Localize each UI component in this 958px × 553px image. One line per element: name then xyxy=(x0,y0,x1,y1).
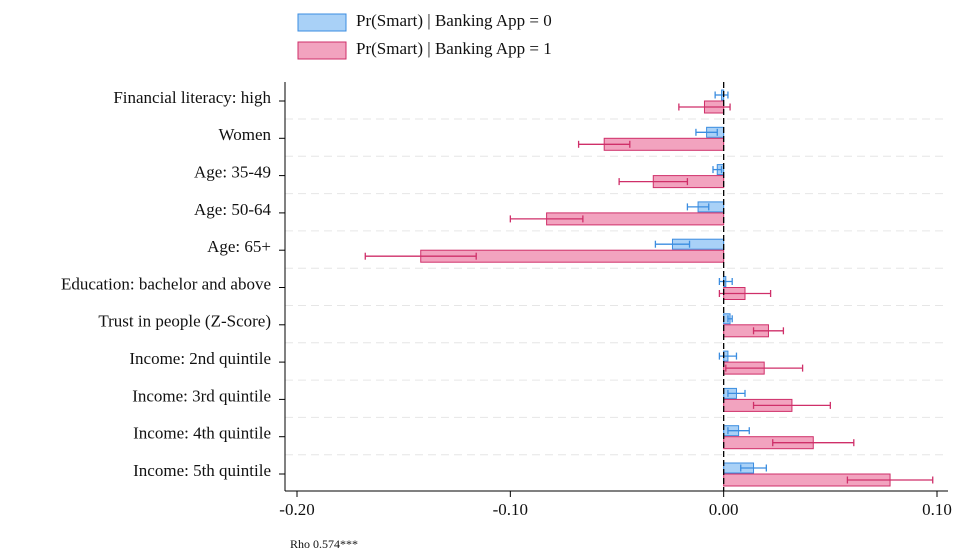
y-tick-label: Women xyxy=(219,125,272,144)
error-bar xyxy=(752,401,831,409)
error-bar xyxy=(727,389,746,397)
y-tick-label: Education: bachelor and above xyxy=(61,274,271,293)
error-bar xyxy=(740,464,767,472)
error-bar xyxy=(718,352,738,360)
legend-swatch xyxy=(297,41,347,60)
error-bar xyxy=(752,327,785,335)
x-tick-label: 0.00 xyxy=(709,500,739,519)
error-bar xyxy=(712,166,723,174)
x-tick-label: 0.10 xyxy=(922,500,952,519)
y-tick-label: Financial literacy: high xyxy=(113,88,271,107)
x-tick-label: -0.20 xyxy=(279,500,314,519)
error-bar xyxy=(772,439,855,447)
error-bar xyxy=(686,203,710,211)
y-tick-label: Income: 2nd quintile xyxy=(129,349,271,368)
legend-swatch xyxy=(297,13,347,32)
error-bar xyxy=(577,140,631,148)
legend-label: Pr(Smart) | Banking App = 0 xyxy=(356,11,552,30)
y-tick-label: Age: 35-49 xyxy=(194,163,271,182)
error-bar xyxy=(695,128,718,136)
y-tick-label: Income: 3rd quintile xyxy=(132,386,271,405)
y-tick-label: Income: 5th quintile xyxy=(133,461,271,480)
y-tick-label: Age: 50-64 xyxy=(194,200,271,219)
error-bar xyxy=(654,240,691,248)
error-bar xyxy=(725,364,804,372)
y-tick-label: Trust in people (Z-Score) xyxy=(98,312,271,331)
error-bar xyxy=(846,476,934,484)
error-bar xyxy=(714,91,729,99)
y-tick-label: Income: 4th quintile xyxy=(133,424,271,443)
error-bar xyxy=(509,215,584,223)
error-bar xyxy=(364,252,477,260)
legend-label: Pr(Smart) | Banking App = 1 xyxy=(356,39,552,58)
error-bar xyxy=(718,290,772,297)
error-bar xyxy=(678,103,731,111)
y-tick-label: Age: 65+ xyxy=(207,237,271,256)
error-bar xyxy=(727,427,750,435)
x-tick-label: -0.10 xyxy=(493,500,528,519)
error-bar xyxy=(718,278,733,285)
annotation: Rho 0.574*** xyxy=(290,537,358,551)
error-bar xyxy=(618,178,689,186)
error-bar xyxy=(727,315,733,323)
